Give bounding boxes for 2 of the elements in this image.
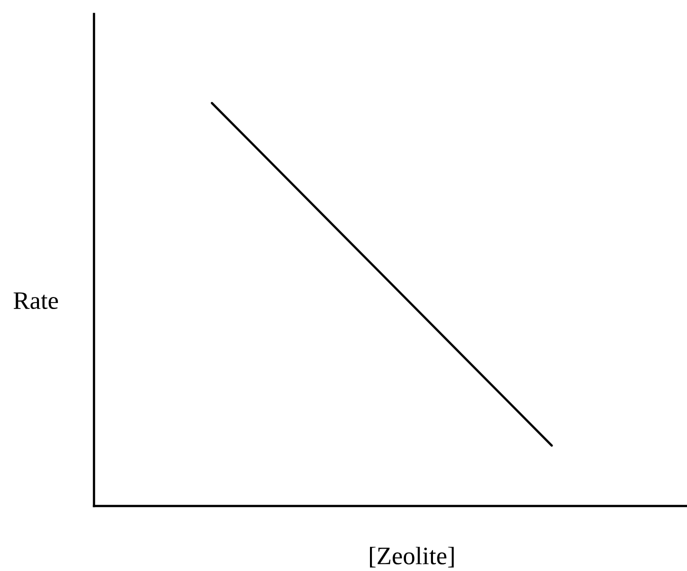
x-axis-title: [Zeolite] (370, 546, 454, 568)
y-axis-title: Rate (14, 292, 58, 310)
